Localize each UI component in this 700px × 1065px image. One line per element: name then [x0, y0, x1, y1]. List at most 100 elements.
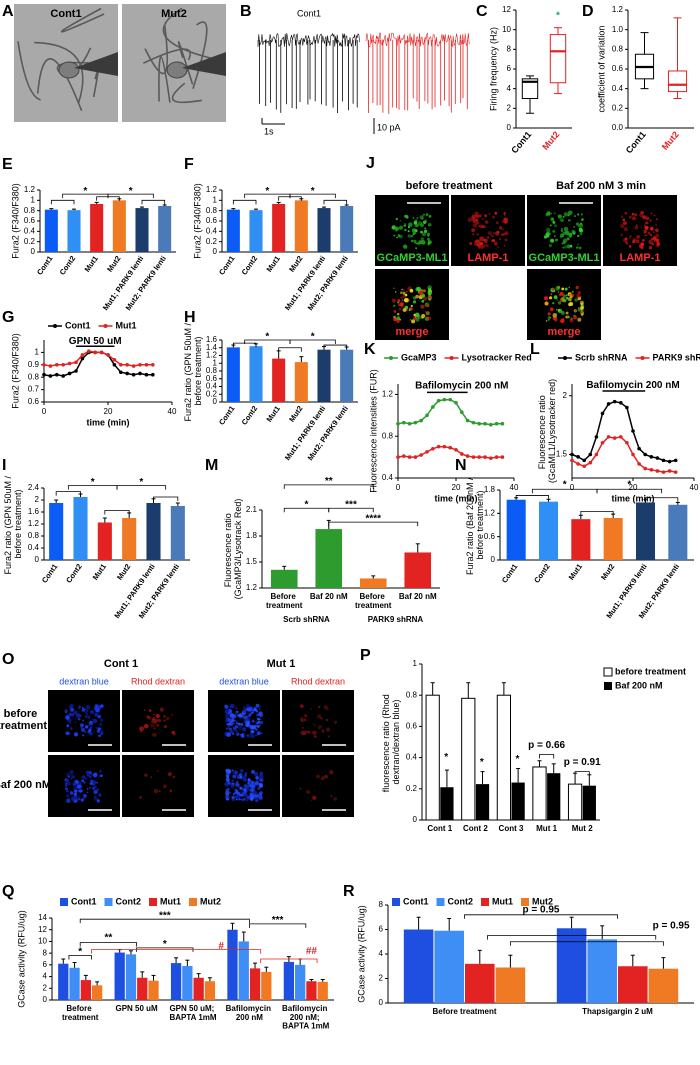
y-tick-label: 4 [43, 972, 48, 981]
fluorescence-spot [419, 215, 424, 220]
fluorescence-spot [258, 712, 262, 717]
fluorescence-spot [632, 237, 637, 242]
fluorescence-spot [333, 797, 338, 801]
bar [425, 694, 440, 821]
x-tick-label: Cont1 [217, 404, 237, 427]
point [80, 353, 85, 357]
fluorescence-spot [396, 236, 398, 239]
fluorescence-spot [581, 218, 584, 221]
fluorescence-spot [569, 295, 573, 299]
fluorescence-spot [562, 246, 565, 249]
fluorescence-spot [66, 798, 71, 803]
bar [461, 697, 476, 821]
point [442, 444, 447, 449]
fluorescence-spot [256, 722, 259, 725]
fluorescence-spot [644, 215, 648, 220]
significance-bracket [50, 199, 75, 205]
fluorescence-spot [90, 726, 93, 729]
fluorescence-spot [550, 238, 555, 243]
fluorescence-spot [229, 727, 232, 731]
fluorescence-spot [410, 304, 413, 308]
fluorescence-spot [92, 783, 96, 786]
fluorescence-spot [239, 776, 243, 779]
fluorescence-spot [624, 212, 627, 215]
fluorescence-spot [87, 715, 91, 719]
x-tick-label: 0 [570, 483, 575, 492]
fluorescence-spot [556, 298, 559, 301]
channel-label: GCaMP3-ML1 [529, 252, 600, 264]
fluorescence-spot [259, 715, 262, 718]
fluorescence-spot [395, 217, 398, 221]
fluorescence-spot [398, 307, 402, 311]
point [471, 420, 476, 425]
annotation: Bafilomycin 200 nM [415, 381, 508, 392]
y-tick-label: 2 [35, 495, 40, 504]
fluorescence-spot [92, 772, 98, 778]
fluorescence-spot [81, 708, 86, 712]
fluorescence-spot [503, 211, 506, 215]
fluorescence-spot [93, 731, 95, 733]
fluorescence-spot [233, 719, 236, 722]
fluorescence-spot [655, 228, 659, 233]
fluorescence-spot [628, 236, 632, 239]
fluorescence-spot [564, 287, 568, 291]
fluorescence-spot [236, 794, 240, 799]
fluorescence-spot [422, 232, 426, 237]
x-tick-label: Mut2 [599, 562, 616, 581]
fluorescence-spot [84, 708, 86, 710]
fluorescence-spot [81, 706, 84, 710]
significance-bracket [289, 193, 336, 199]
fluorescence-spot [84, 731, 87, 733]
fluorescence-spot [96, 729, 101, 733]
fluorescence-spot [428, 215, 431, 218]
fluorescence-spot [620, 233, 623, 236]
y-axis-label: Fluorescence ratio (GcaML1/Lysotracker r… [537, 379, 557, 483]
channel-label: merge [395, 326, 428, 338]
fluorescence-spot [76, 785, 80, 789]
y-tick-label: 1.2 [206, 185, 218, 194]
fluorescence-spot [91, 718, 94, 720]
fluorescence-spot [418, 290, 424, 296]
y-tick-label: 0.0 [612, 123, 624, 132]
legend-swatch [449, 356, 454, 360]
significance-bracket [328, 521, 419, 527]
point [661, 458, 666, 463]
annotation: GPN 50 uM [69, 336, 122, 347]
panel-letter: Q [2, 883, 14, 900]
bar [404, 552, 432, 588]
y-tick-label: 10 [38, 937, 47, 946]
bar [182, 966, 193, 1000]
y-tick-label: 0.8 [206, 366, 218, 375]
legend-swatch [392, 898, 400, 906]
fluorescence-spot [560, 318, 565, 324]
annotation: ** [105, 933, 113, 944]
fluorescence-spot [640, 226, 643, 229]
bar [67, 210, 81, 252]
fluorescence-spot [420, 223, 424, 228]
y-tick-label: 4 [507, 84, 512, 93]
point [55, 372, 59, 377]
annotation: *** [159, 910, 171, 921]
fluorescence-spot [568, 302, 572, 307]
micrograph [451, 195, 525, 266]
fluorescence-spot [480, 242, 483, 246]
cell-process [171, 82, 203, 104]
bar [272, 358, 286, 402]
fluorescence-spot [631, 213, 635, 216]
point [667, 469, 672, 473]
bar [440, 787, 454, 820]
point [119, 363, 123, 367]
point [576, 462, 580, 466]
fluorescence-spot [251, 722, 253, 724]
fluorescence-spot [231, 769, 234, 772]
fluorescence-spot [70, 777, 73, 780]
fluorescence-spot [99, 794, 102, 797]
fluorescence-spot [409, 307, 413, 311]
trace-label: Mut2 [408, 8, 428, 18]
y-tick-label: 0.6 [206, 216, 218, 225]
legend-swatch [389, 356, 393, 360]
y-tick-label: 4 [379, 949, 384, 958]
scale-label: 1s [264, 126, 274, 136]
fluorescence-spot [632, 216, 636, 221]
y-tick-label: 1 [35, 348, 40, 357]
